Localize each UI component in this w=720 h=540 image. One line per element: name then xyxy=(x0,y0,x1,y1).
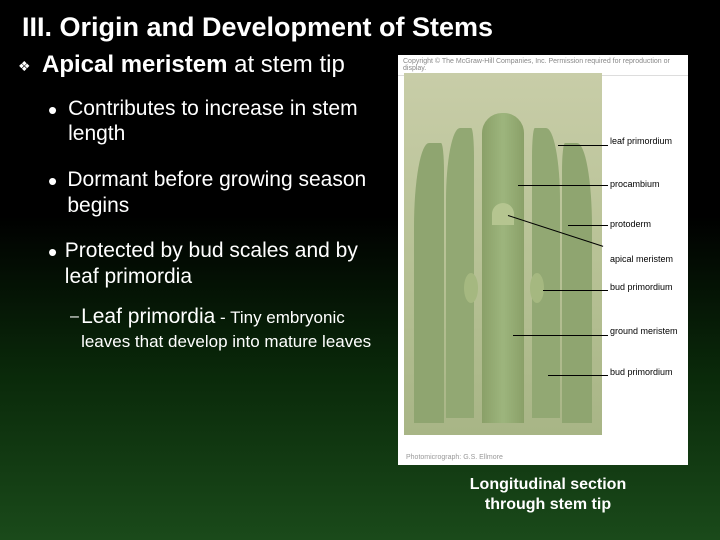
dash-bullet-icon: – xyxy=(70,303,81,352)
dot-bullet-icon: • xyxy=(48,96,68,147)
caption-line: through stem tip xyxy=(485,496,611,513)
slide-title: III. Origin and Development of Stems xyxy=(0,0,720,43)
stem-shape xyxy=(482,113,524,423)
figure-label: bud primordium xyxy=(610,283,673,293)
leaf-shape xyxy=(414,143,444,423)
dot-bullet-icon: • xyxy=(48,238,65,289)
list-item-text: Dormant before growing season begins xyxy=(67,167,390,218)
figure-label: apical meristem xyxy=(610,255,673,265)
figure-label: ground meristem xyxy=(610,327,678,337)
figure-label: leaf primordium xyxy=(610,137,672,147)
list-item: • Dormant before growing season begins xyxy=(48,167,390,218)
text-column: ❖ Apical meristem at stem tip • Contribu… xyxy=(18,51,398,515)
sub-list-text: Leaf primordia - Tiny embryonic leaves t… xyxy=(81,303,390,352)
figure-label: protoderm xyxy=(610,220,651,230)
figure-label: bud primordium xyxy=(610,368,673,378)
micrograph-image xyxy=(404,73,602,435)
photo-credit: Photomicrograph: G.S. Ellmore xyxy=(406,454,503,461)
diamond-bullet-icon: ❖ xyxy=(18,51,42,80)
list-item-text: Protected by bud scales and by leaf prim… xyxy=(65,238,390,289)
apex-shape xyxy=(492,203,514,225)
sub-list-item: – Leaf primordia - Tiny embryonic leaves… xyxy=(70,303,390,352)
stem-tip-figure: Copyright © The McGraw-Hill Companies, I… xyxy=(398,55,688,465)
leader-line xyxy=(558,145,608,146)
bud-shape xyxy=(464,273,478,303)
caption-line: Longitudinal section xyxy=(470,476,626,493)
leader-line xyxy=(548,375,608,376)
heading-item: ❖ Apical meristem at stem tip xyxy=(18,51,390,80)
figure-label: procambium xyxy=(610,180,660,190)
leader-line xyxy=(543,290,608,291)
leader-line xyxy=(518,185,608,186)
leader-line xyxy=(513,335,608,336)
list-item: • Protected by bud scales and by leaf pr… xyxy=(48,238,390,289)
dot-bullet-icon: • xyxy=(48,167,67,218)
figure-column: Copyright © The McGraw-Hill Companies, I… xyxy=(398,51,698,515)
content-area: ❖ Apical meristem at stem tip • Contribu… xyxy=(0,43,720,515)
bud-shape xyxy=(530,273,544,303)
figure-caption: Longitudinal section through stem tip xyxy=(398,475,698,515)
heading-text: Apical meristem at stem tip xyxy=(42,51,345,80)
list-item-text: Contributes to increase in stem length xyxy=(68,96,390,147)
sub-lead: Leaf primordia xyxy=(81,305,215,328)
heading-bold: Apical meristem xyxy=(42,51,227,78)
heading-rest: at stem tip xyxy=(227,51,344,78)
leader-line xyxy=(568,225,608,226)
list-item: • Contributes to increase in stem length xyxy=(48,96,390,147)
